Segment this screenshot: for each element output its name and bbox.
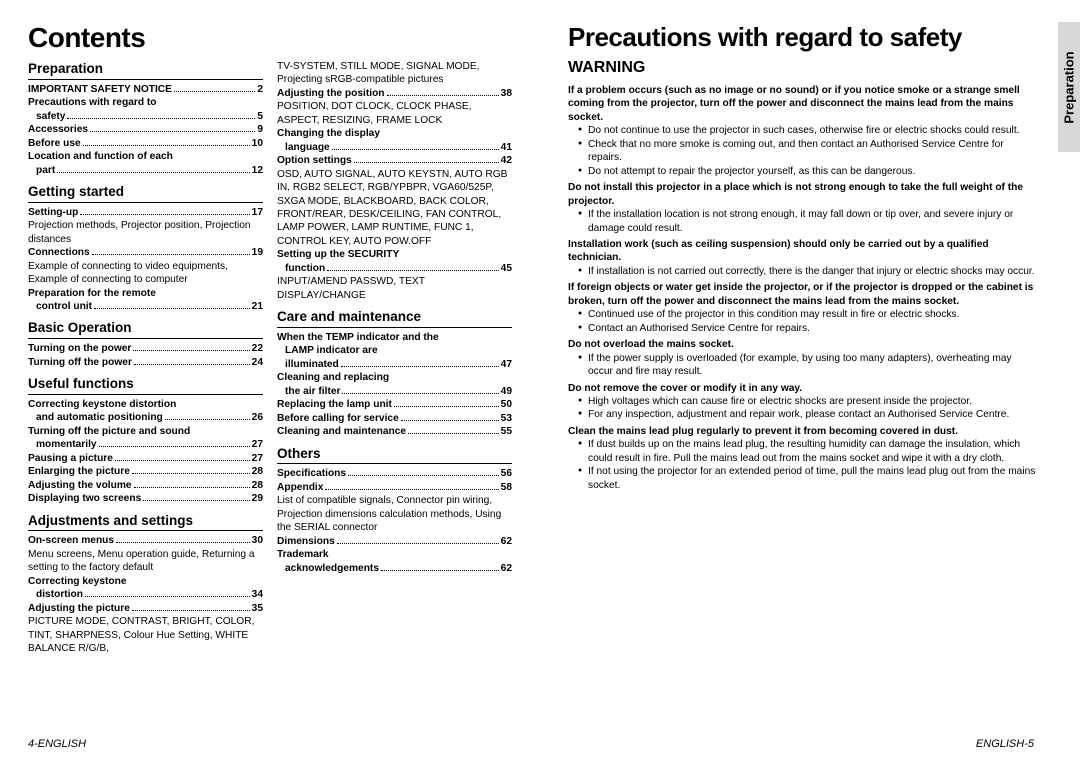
section-head: Preparation (28, 60, 263, 80)
warn-head: Clean the mains lead plug regularly to p… (568, 425, 1036, 438)
section-head: Useful functions (28, 375, 263, 395)
warn-bullets: If dust builds up on the mains lead plug… (568, 438, 1036, 492)
footer-left: 4-ENGLISH (28, 738, 86, 750)
section-head: Others (277, 445, 512, 465)
warn-bullets: If the power supply is overloaded (for e… (568, 352, 1036, 379)
warn-bullets: Do not continue to use the projector in … (568, 124, 1036, 178)
warn-bullet: For any inspection, adjustment and repai… (578, 408, 1036, 421)
footer-right: ENGLISH-5 (976, 738, 1034, 750)
warn-bullet: Do not attempt to repair the projector y… (578, 165, 1036, 178)
warn-bullets: Continued use of the projector in this c… (568, 308, 1036, 335)
warn-bullet: If not using the projector for an extend… (578, 465, 1036, 492)
warn-bullet: If dust builds up on the mains lead plug… (578, 438, 1036, 465)
contents-col-2: TV-SYSTEM, STILL MODE, SIGNAL MODE, Proj… (277, 60, 512, 746)
side-tab: Preparation (1058, 22, 1080, 152)
warn-bullet: If the installation location is not stro… (578, 208, 1036, 235)
side-tab-label: Preparation (1062, 51, 1077, 123)
page-precautions: Precautions with regard to safety WARNIN… (540, 0, 1080, 764)
warn-bullets: High voltages which can cause fire or el… (568, 395, 1036, 422)
warn-head: Do not remove the cover or modify it in … (568, 382, 1036, 395)
warn-head: Do not overload the mains socket. (568, 338, 1036, 351)
warning-body: If a problem occurs (such as no image or… (568, 81, 1036, 492)
section-head: Basic Operation (28, 319, 263, 339)
warn-head: If a problem occurs (such as no image or… (568, 84, 1036, 124)
precautions-title: Precautions with regard to safety (568, 22, 1036, 53)
warn-bullet: If the power supply is overloaded (for e… (578, 352, 1036, 379)
section-head: Getting started (28, 183, 263, 203)
warn-head: Installation work (such as ceiling suspe… (568, 238, 1036, 265)
warn-bullet: If installation is not carried out corre… (578, 265, 1036, 278)
warning-heading: WARNING (568, 59, 1036, 77)
section-head: Care and maintenance (277, 308, 512, 328)
warn-bullet: High voltages which can cause fire or el… (578, 395, 1036, 408)
page-contents: Contents PreparationIMPORTANT SAFETY NOT… (0, 0, 540, 764)
contents-title: Contents (28, 22, 512, 54)
warn-head: Do not install this projector in a place… (568, 181, 1036, 208)
warn-bullet: Continued use of the projector in this c… (578, 308, 1036, 321)
warn-bullet: Contact an Authorised Service Centre for… (578, 322, 1036, 335)
contents-col-1: PreparationIMPORTANT SAFETY NOTICE2Preca… (28, 60, 263, 746)
warn-bullets: If installation is not carried out corre… (568, 265, 1036, 278)
warn-bullet: Check that no more smoke is coming out, … (578, 138, 1036, 165)
section-head: Adjustments and settings (28, 512, 263, 532)
warn-head: If foreign objects or water get inside t… (568, 281, 1036, 308)
contents-columns: PreparationIMPORTANT SAFETY NOTICE2Preca… (28, 60, 512, 746)
warn-bullet: Do not continue to use the projector in … (578, 124, 1036, 137)
warn-bullets: If the installation location is not stro… (568, 208, 1036, 235)
